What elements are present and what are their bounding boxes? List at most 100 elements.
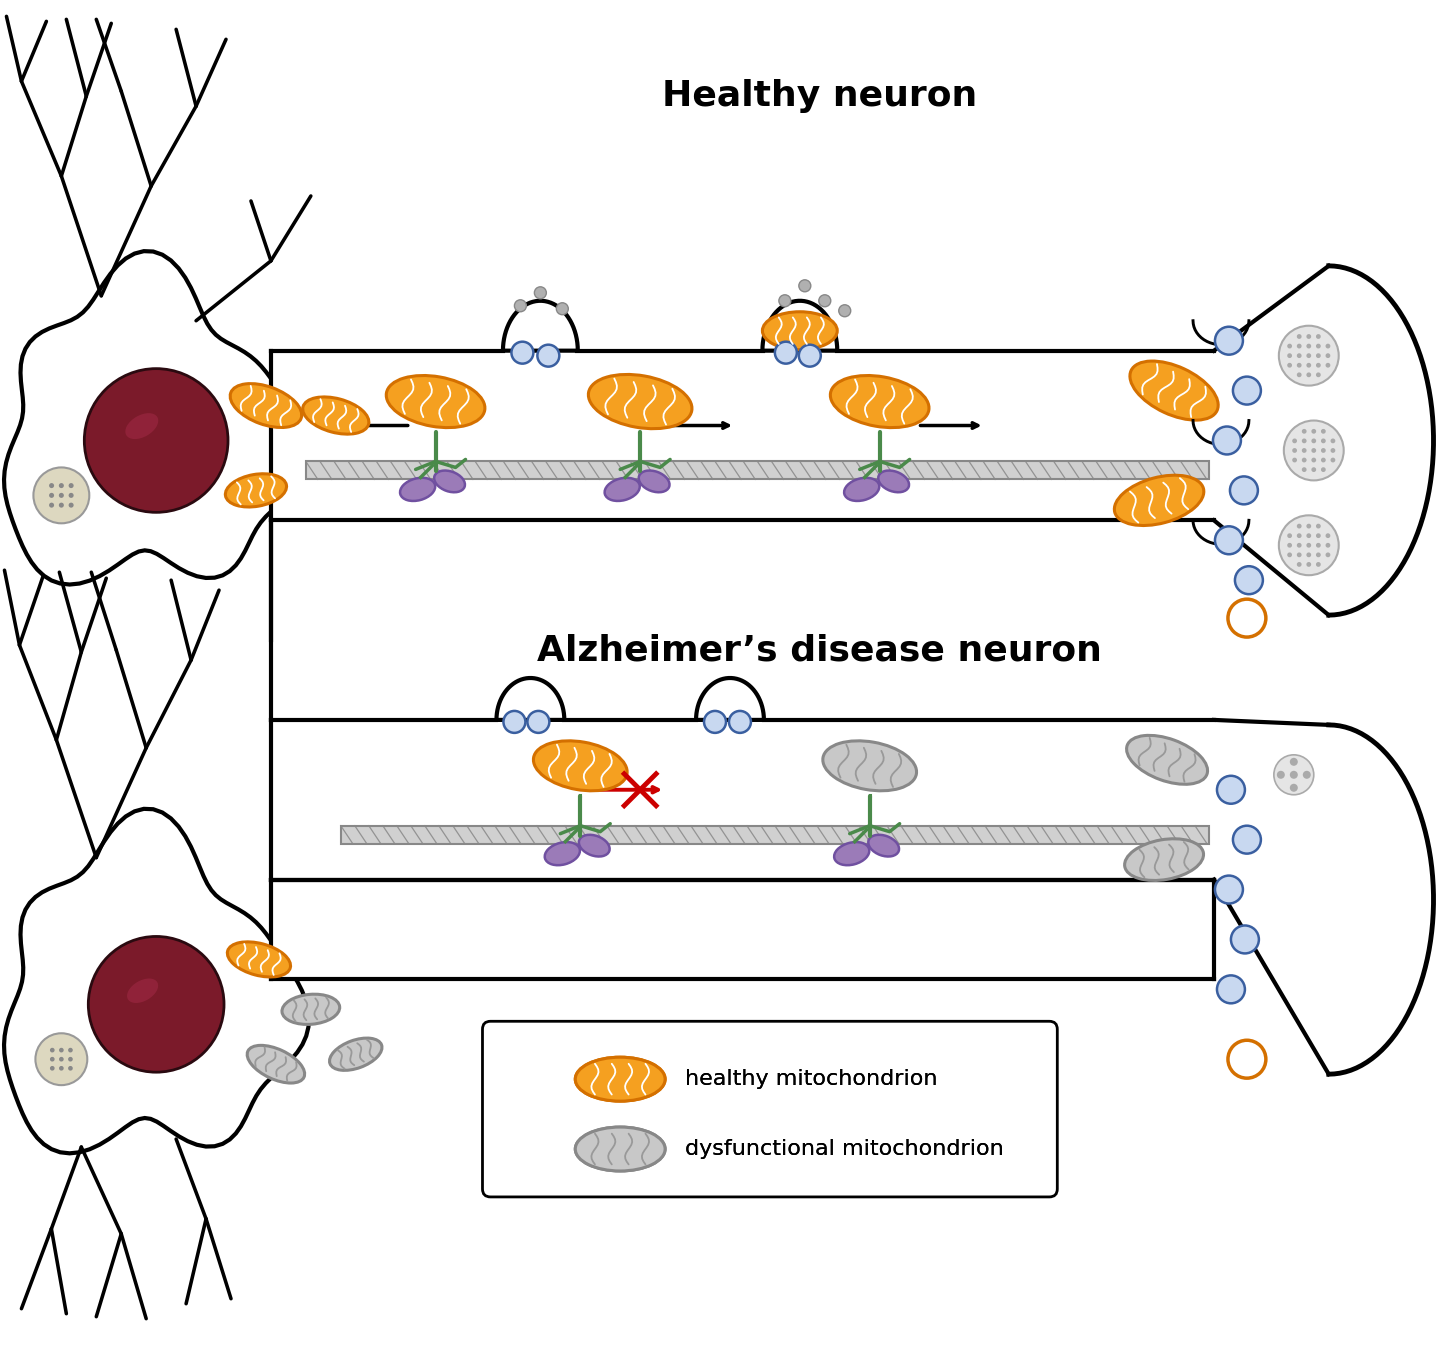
Polygon shape (696, 679, 764, 720)
Circle shape (69, 503, 73, 507)
Circle shape (556, 302, 568, 314)
Ellipse shape (638, 471, 670, 492)
Ellipse shape (605, 478, 639, 500)
Ellipse shape (226, 473, 286, 507)
Ellipse shape (868, 835, 900, 857)
Circle shape (1213, 426, 1242, 455)
Ellipse shape (833, 842, 869, 865)
Circle shape (1316, 335, 1321, 339)
Circle shape (36, 1033, 88, 1085)
Circle shape (1325, 533, 1331, 538)
Circle shape (1233, 376, 1260, 405)
Ellipse shape (831, 375, 928, 428)
Circle shape (1321, 467, 1326, 472)
Text: healthy mitochondrion: healthy mitochondrion (685, 1070, 937, 1089)
Circle shape (839, 305, 851, 317)
Ellipse shape (575, 1058, 665, 1101)
Circle shape (1321, 448, 1326, 453)
Circle shape (1214, 526, 1243, 554)
Bar (306, 461, 1209, 479)
Ellipse shape (1125, 839, 1204, 881)
Circle shape (1306, 344, 1311, 348)
Ellipse shape (329, 1039, 382, 1070)
Circle shape (1316, 363, 1321, 368)
Circle shape (1292, 457, 1298, 463)
Circle shape (1331, 457, 1335, 463)
Circle shape (33, 467, 89, 523)
Circle shape (1302, 448, 1306, 453)
Circle shape (1232, 925, 1259, 954)
Circle shape (59, 1056, 63, 1062)
Circle shape (1321, 438, 1326, 444)
Circle shape (1302, 438, 1306, 444)
Circle shape (1229, 599, 1266, 637)
Circle shape (1217, 776, 1244, 804)
Circle shape (1316, 372, 1321, 378)
Circle shape (1296, 353, 1302, 357)
Circle shape (799, 345, 821, 367)
Circle shape (1316, 353, 1321, 357)
Circle shape (1325, 553, 1331, 557)
Text: Alzheimer’s disease neuron: Alzheimer’s disease neuron (537, 633, 1102, 666)
Circle shape (514, 299, 526, 312)
Circle shape (69, 492, 73, 498)
Circle shape (775, 341, 798, 364)
Circle shape (59, 1048, 63, 1052)
Circle shape (1306, 553, 1311, 557)
Ellipse shape (227, 942, 290, 977)
Circle shape (1321, 429, 1326, 433)
Circle shape (1283, 421, 1344, 480)
Circle shape (1296, 563, 1302, 567)
Circle shape (1325, 542, 1331, 548)
Circle shape (50, 1048, 55, 1052)
Circle shape (1306, 542, 1311, 548)
Circle shape (1331, 448, 1335, 453)
Ellipse shape (126, 978, 158, 1002)
FancyBboxPatch shape (483, 1021, 1058, 1197)
Circle shape (1288, 542, 1292, 548)
Circle shape (1290, 770, 1298, 778)
Circle shape (1296, 542, 1302, 548)
Circle shape (1288, 344, 1292, 348)
Circle shape (68, 1066, 73, 1071)
Circle shape (704, 711, 726, 733)
Ellipse shape (303, 397, 369, 434)
Circle shape (1306, 563, 1311, 567)
Circle shape (1292, 438, 1298, 444)
Circle shape (1325, 353, 1331, 357)
Circle shape (1288, 363, 1292, 368)
Circle shape (1233, 826, 1260, 854)
Circle shape (49, 483, 55, 488)
Circle shape (59, 483, 63, 488)
Circle shape (1296, 363, 1302, 368)
Circle shape (1296, 553, 1302, 557)
Circle shape (729, 711, 752, 733)
Circle shape (69, 483, 73, 488)
Circle shape (1312, 448, 1316, 453)
Ellipse shape (387, 375, 484, 428)
Ellipse shape (575, 1126, 665, 1171)
Circle shape (68, 1048, 73, 1052)
Circle shape (503, 711, 526, 733)
Polygon shape (503, 301, 578, 351)
Circle shape (1296, 372, 1302, 378)
Ellipse shape (575, 1126, 665, 1171)
Circle shape (1316, 563, 1321, 567)
Circle shape (1279, 515, 1339, 575)
Polygon shape (496, 679, 565, 720)
Ellipse shape (545, 842, 581, 865)
Ellipse shape (434, 471, 466, 492)
Circle shape (1302, 457, 1306, 463)
Circle shape (1229, 1040, 1266, 1078)
Ellipse shape (533, 741, 627, 791)
Circle shape (527, 711, 549, 733)
Circle shape (1306, 363, 1311, 368)
Circle shape (50, 1066, 55, 1071)
Ellipse shape (1114, 475, 1204, 526)
Circle shape (1303, 770, 1311, 778)
Circle shape (1312, 438, 1316, 444)
Ellipse shape (878, 471, 910, 492)
Circle shape (1277, 770, 1285, 778)
Bar (341, 826, 1209, 843)
Circle shape (1288, 533, 1292, 538)
